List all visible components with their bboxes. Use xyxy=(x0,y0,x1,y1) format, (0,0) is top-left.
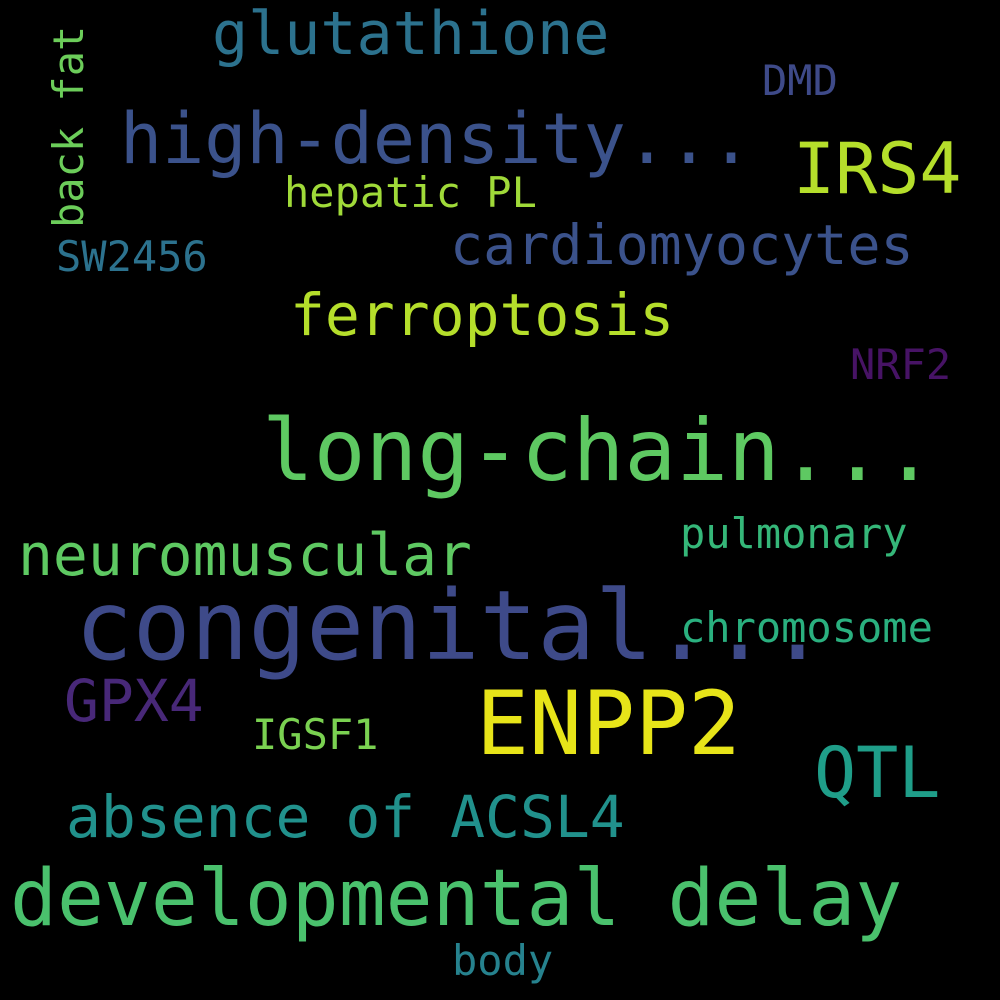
word-irs4: IRS4 xyxy=(793,128,962,210)
word-sw2456: SW2456 xyxy=(56,232,208,281)
word-dmd: DMD xyxy=(762,56,838,105)
word-back-fat: back fat xyxy=(44,25,93,228)
word-glutathione: glutathione xyxy=(212,0,610,69)
word-igsf1: IGSF1 xyxy=(252,710,379,759)
word-cardiomyocytes: cardiomyocytes xyxy=(450,213,914,277)
word-high-density: high-density... xyxy=(120,98,753,180)
word-chromosome: chromosome xyxy=(680,603,933,652)
word-developmental-delay: developmental delay xyxy=(10,854,903,944)
word-neuromuscular: neuromuscular xyxy=(18,521,472,589)
word-body: body xyxy=(452,936,554,985)
word-hepatic-pl: hepatic PL xyxy=(284,168,537,217)
word-enpp2: ENPP2 xyxy=(476,672,741,775)
word-nrf2: NRF2 xyxy=(850,340,952,389)
word-ferroptosis: ferroptosis xyxy=(290,281,675,349)
word-gpx4: GPX4 xyxy=(64,667,204,735)
word-absence-of-acsl4: absence of ACSL4 xyxy=(66,783,625,851)
word-long-chain: long-chain... xyxy=(262,401,936,501)
word-qtl: QTL xyxy=(814,732,941,814)
word-pulmonary: pulmonary xyxy=(680,509,908,558)
word-congenital: congenital... xyxy=(75,570,827,682)
